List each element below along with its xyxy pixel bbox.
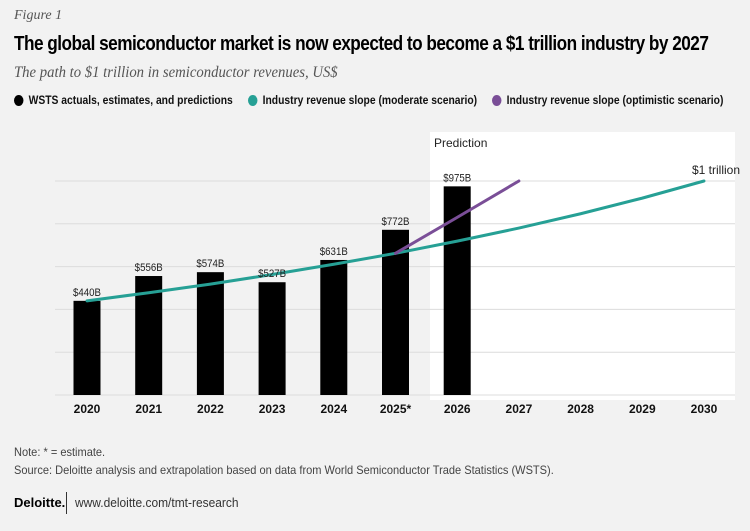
x-tick-label: 2020: [74, 402, 101, 416]
legend-label: Industry revenue slope (moderate scenari…: [262, 93, 478, 107]
bar-value-label: $527B: [258, 269, 286, 281]
x-tick-label: 2026: [444, 402, 471, 416]
x-tick-label: 2022: [197, 402, 224, 416]
x-tick-label: 2029: [629, 402, 656, 416]
bar-value-label: $631B: [320, 246, 348, 258]
end-label: $1 trillion: [692, 163, 740, 177]
x-tick-label: 2027: [506, 402, 533, 416]
chart-title: The global semiconductor market is now e…: [14, 33, 709, 55]
optimistic-scenario-line: [394, 179, 521, 255]
legend-label: Industry revenue slope (optimistic scena…: [506, 93, 724, 107]
bar: [320, 259, 348, 395]
legend-item-wsts: WSTS actuals, estimates, and predictions: [14, 93, 233, 107]
bar-value-label: $556B: [135, 263, 163, 275]
bar-value-label: $975B: [443, 173, 471, 185]
legend-item-optimistic: Industry revenue slope (optimistic scena…: [492, 93, 723, 107]
website-link[interactable]: www.deloitte.com/tmt-research: [75, 495, 239, 510]
bar-value-label: $772B: [382, 216, 410, 228]
x-tick-label: 2023: [259, 402, 286, 416]
x-tick-label: 2025*: [380, 402, 412, 416]
legend-dot-icon: [492, 94, 502, 106]
x-tick-label: 2030: [691, 402, 718, 416]
x-tick-label: 2021: [135, 402, 162, 416]
divider: [66, 492, 67, 514]
bar-value-label: $440B: [73, 287, 101, 299]
bar: [135, 276, 163, 395]
prediction-region: [430, 132, 735, 400]
bar: [258, 282, 286, 395]
figure-label: Figure 1: [14, 8, 63, 23]
chart-subtitle: The path to $1 trillion in semiconductor…: [14, 64, 338, 81]
chart: $440B $556B $574B $527B $631B $772B $975B 2020 2…: [55, 132, 740, 416]
prediction-label: Prediction: [434, 136, 487, 150]
bar: [73, 300, 101, 395]
x-tick-label: 2024: [320, 402, 347, 416]
bar: [196, 272, 224, 395]
bar-value-label: $574B: [196, 259, 224, 271]
source: Source: Deloitte analysis and extrapolat…: [14, 463, 554, 477]
bar: [382, 229, 409, 395]
note: Note: * = estimate.: [14, 445, 106, 459]
legend-dot-icon: [14, 94, 24, 106]
deloitte-logo: Deloitte.: [14, 495, 66, 510]
x-tick-label: 2028: [567, 402, 594, 416]
legend-dot-icon: [248, 94, 258, 106]
legend-item-moderate: Industry revenue slope (moderate scenari…: [248, 93, 477, 107]
legend-label: WSTS actuals, estimates, and predictions: [28, 93, 233, 107]
